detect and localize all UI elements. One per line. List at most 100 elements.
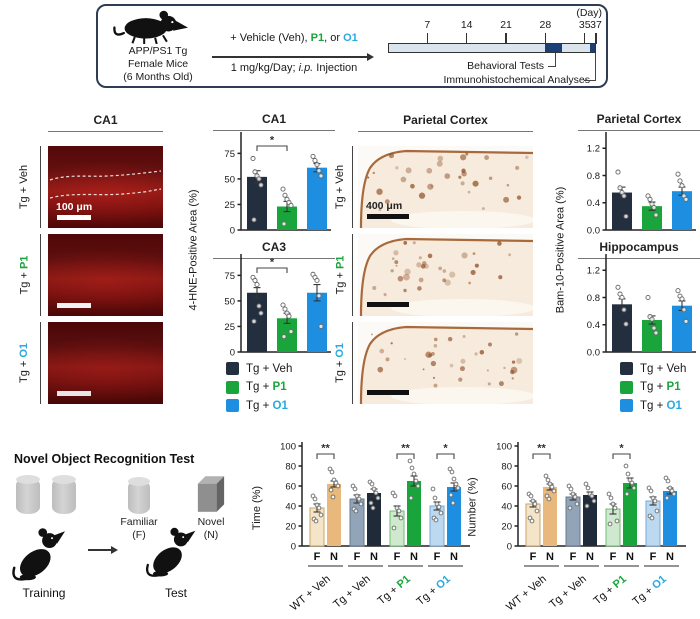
data-point bbox=[329, 469, 335, 475]
legend-label: Tg + O1 bbox=[640, 399, 682, 412]
data-point bbox=[288, 329, 294, 335]
data-point bbox=[623, 321, 629, 327]
data-point bbox=[254, 282, 260, 288]
data-point bbox=[606, 491, 612, 497]
scalebar bbox=[367, 302, 409, 307]
svg-text:20: 20 bbox=[501, 521, 512, 532]
svg-text:75: 75 bbox=[224, 149, 235, 160]
data-point bbox=[252, 277, 258, 284]
data-point bbox=[375, 495, 381, 501]
data-point bbox=[328, 487, 334, 493]
legend-label: Tg + O1 bbox=[246, 399, 288, 412]
row-divider bbox=[40, 322, 42, 404]
data-point bbox=[413, 478, 419, 484]
ca1-o1-micrograph bbox=[48, 322, 163, 404]
row-divider bbox=[352, 322, 354, 404]
bar bbox=[247, 292, 267, 352]
svg-text:50: 50 bbox=[224, 174, 235, 185]
data-point bbox=[318, 173, 324, 179]
svg-text:0: 0 bbox=[291, 541, 296, 552]
parietal-veh-micrograph: 400 μm bbox=[358, 146, 533, 228]
data-point bbox=[529, 518, 535, 524]
legend-swatch bbox=[620, 362, 633, 375]
data-point bbox=[546, 496, 552, 502]
svg-text:0.4: 0.4 bbox=[587, 198, 600, 209]
behavioral-connector-line bbox=[555, 53, 557, 67]
svg-text:*: * bbox=[619, 443, 624, 455]
data-point bbox=[251, 217, 257, 223]
data-point bbox=[591, 498, 597, 504]
svg-text:0: 0 bbox=[230, 347, 235, 358]
data-point bbox=[631, 485, 637, 491]
data-point bbox=[282, 306, 288, 312]
ihc-analyses-label: Immunohistochemical Analyses bbox=[443, 74, 590, 86]
experimental-design-panel: APP/PS1 Tg Female Mice (6 Months Old) + … bbox=[96, 4, 608, 88]
treatment-label: + Vehicle (Veh), P1, or O1 bbox=[230, 32, 358, 44]
row-divider bbox=[40, 234, 42, 316]
data-point bbox=[619, 294, 625, 301]
svg-text:40: 40 bbox=[285, 501, 296, 512]
bar bbox=[645, 500, 661, 547]
svg-text:N: N bbox=[666, 551, 674, 563]
svg-text:F: F bbox=[570, 551, 577, 563]
data-point bbox=[664, 495, 670, 501]
data-point bbox=[455, 485, 461, 491]
ca1-chart-title: CA1 bbox=[213, 112, 335, 131]
data-point bbox=[607, 521, 613, 527]
scalebar bbox=[57, 303, 91, 308]
data-point bbox=[589, 493, 595, 499]
data-point bbox=[438, 510, 444, 516]
data-point bbox=[623, 213, 629, 219]
bar bbox=[612, 192, 632, 230]
svg-text:Tg + O1: Tg + O1 bbox=[631, 573, 669, 608]
bar bbox=[327, 484, 341, 546]
legend-swatch bbox=[620, 399, 633, 412]
ca1-images-header: CA1 bbox=[48, 113, 163, 132]
data-point bbox=[665, 478, 671, 484]
data-point bbox=[648, 488, 654, 494]
svg-text:20: 20 bbox=[285, 521, 296, 532]
bar bbox=[277, 318, 297, 352]
svg-text:*: * bbox=[270, 257, 275, 269]
data-point bbox=[612, 505, 618, 511]
svg-text:1.2: 1.2 bbox=[587, 144, 600, 155]
ca1-bar-chart: 0 25 50 75 * bbox=[224, 132, 331, 236]
svg-text:60: 60 bbox=[285, 481, 296, 492]
data-point bbox=[614, 518, 620, 524]
bar bbox=[672, 305, 692, 352]
mouse-icon bbox=[12, 528, 66, 581]
data-point bbox=[679, 296, 685, 302]
scalebar bbox=[367, 390, 409, 395]
data-point bbox=[310, 153, 316, 159]
data-point bbox=[250, 155, 256, 162]
data-point bbox=[448, 492, 454, 498]
svg-text:0.0: 0.0 bbox=[587, 225, 600, 236]
ca3-bar-chart: 0 25 50 75 * bbox=[224, 254, 331, 358]
timeline: 7 14 21 28 35 37 bbox=[388, 19, 608, 57]
data-point bbox=[356, 496, 362, 502]
ca1-veh-micrograph: 100 μm bbox=[48, 146, 163, 228]
data-point bbox=[252, 169, 258, 175]
svg-text:N: N bbox=[330, 551, 338, 563]
svg-text:Tg + O1: Tg + O1 bbox=[415, 573, 453, 608]
familiar-object-cylinder bbox=[128, 477, 150, 514]
bar bbox=[307, 167, 327, 230]
bar bbox=[543, 487, 557, 546]
data-point bbox=[683, 196, 689, 202]
hippocampus-chart-title: Hippocampus bbox=[578, 240, 700, 259]
ihc-connector-line bbox=[594, 53, 596, 81]
data-point bbox=[358, 501, 364, 507]
svg-text:N: N bbox=[450, 551, 458, 563]
tissue-section bbox=[358, 234, 533, 316]
data-point bbox=[409, 465, 415, 471]
data-point bbox=[649, 515, 655, 521]
data-point bbox=[549, 484, 555, 490]
data-point bbox=[675, 171, 681, 177]
data-point bbox=[398, 515, 404, 521]
parietal-images-header: Parietal Cortex bbox=[358, 113, 533, 132]
hippocampus-bar-chart: 0.0 0.4 0.8 1.2 bbox=[587, 254, 696, 358]
familiar-object-label: Familiar (F) bbox=[120, 516, 158, 541]
mouse-icon bbox=[145, 527, 196, 577]
